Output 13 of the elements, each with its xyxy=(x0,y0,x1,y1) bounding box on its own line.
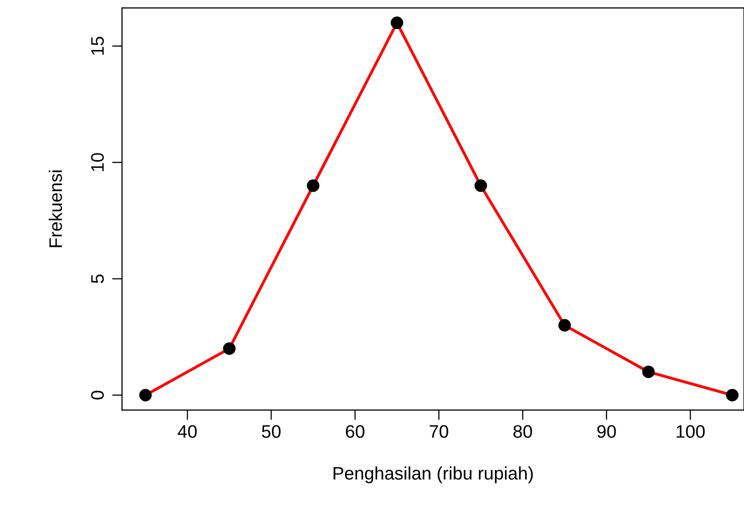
y-tick-label: 15 xyxy=(91,36,104,55)
x-tick-label: 80 xyxy=(513,425,532,438)
x-tick-label: 40 xyxy=(178,425,197,438)
x-tick-label: 90 xyxy=(597,425,616,438)
y-tick-label: 5 xyxy=(91,274,104,284)
x-axis-title: Penghasilan (ribu rupiah) xyxy=(334,466,533,484)
x-tick-label: 100 xyxy=(676,425,705,438)
y-tick-label: 10 xyxy=(91,153,104,172)
y-axis-title: Frekuensi xyxy=(48,170,62,248)
y-tick-label: 0 xyxy=(91,390,104,400)
x-tick-label: 60 xyxy=(346,425,364,438)
x-tick-label: 70 xyxy=(430,425,448,438)
x-tick-label: 50 xyxy=(262,425,281,438)
